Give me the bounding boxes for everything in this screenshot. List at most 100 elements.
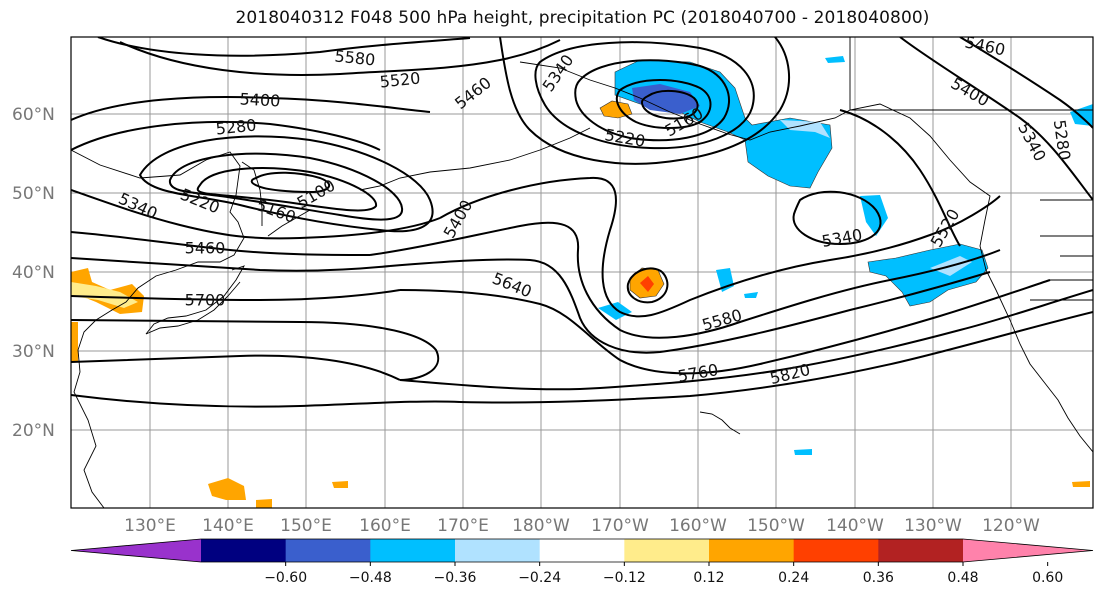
contour-ne-low-ring — [792, 190, 882, 246]
contour-alaska-outer — [499, 37, 791, 165]
lon-label: 160°E — [359, 516, 411, 536]
contour-label: 5280 — [215, 115, 257, 138]
lat-label: 50°N — [12, 184, 55, 204]
contour-ne-ridge-2 — [959, 37, 1093, 129]
contour-label: 5400 — [239, 89, 281, 110]
contour-low-ring-3 — [196, 167, 378, 212]
colorbar-tick-label: 0.48 — [947, 570, 978, 586]
contour-mid-closed-low — [626, 267, 669, 304]
lon-label: 120°W — [982, 516, 1040, 536]
contour-5760-west — [71, 319, 440, 381]
contour-ne-ridge-1 — [899, 37, 1093, 201]
contour-mid-trough-1 — [439, 176, 1001, 318]
precip-positive-small-3 — [1072, 481, 1090, 487]
precip-negative-bering — [825, 56, 845, 63]
precip-strong-positive — [640, 276, 654, 292]
coast-japan — [145, 265, 245, 335]
colorbar-segment — [624, 539, 710, 562]
map-frame — [70, 36, 1094, 509]
precip-negative-pnw — [1070, 104, 1093, 126]
lat-label: 40°N — [12, 263, 55, 283]
contour-5280-ring — [71, 121, 381, 151]
coast-hawaii — [699, 411, 741, 435]
coast-aleutians — [359, 127, 591, 191]
colorbar-segment — [201, 539, 287, 562]
precip-positive-west-1 — [71, 322, 78, 362]
colorbar-tick-label: 0.24 — [778, 570, 809, 586]
colorbar-tick-label: −0.60 — [264, 570, 307, 586]
lon-label: 180°W — [512, 516, 570, 536]
contour-5700 — [71, 289, 401, 302]
colorbar-tick-label: 0.60 — [1032, 570, 1063, 586]
contour-mid-trough-3 — [389, 258, 991, 354]
colorbar-outline — [70, 538, 1094, 563]
lat-label: 60°N — [12, 105, 55, 125]
precip-negative-small-3 — [744, 292, 758, 298]
precip-light-positive-asia — [71, 282, 138, 308]
colorbar-segment — [709, 539, 795, 562]
lon-label: 140°W — [826, 516, 884, 536]
contour-ne-arc — [839, 109, 961, 247]
contour-5820-west — [71, 354, 401, 381]
lat-label: 30°N — [12, 342, 55, 362]
borders-na — [1030, 199, 1093, 301]
contour-outer-north — [97, 37, 471, 57]
colorbar-tick-label: 0.12 — [693, 570, 724, 586]
contour-label: 5700 — [185, 291, 226, 310]
contour-low-core — [250, 171, 331, 194]
contour-subtropic — [71, 394, 461, 408]
precip-negative-small-4 — [794, 449, 812, 455]
precip-light-negative — [780, 120, 830, 138]
contour-5340 — [71, 189, 441, 240]
lon-label: 170°E — [437, 516, 489, 536]
precip-strong-negative — [632, 84, 700, 114]
lon-label: 130°W — [904, 516, 962, 536]
latitude-labels: 60°N 50°N 40°N 30°N 20°N — [12, 105, 55, 441]
colorbar-tick-label: 0.36 — [863, 570, 894, 586]
colorbar-segment — [539, 539, 625, 562]
contour-alaska-5160 — [615, 79, 712, 129]
contour-5460 — [71, 231, 371, 256]
coast-east-asia — [71, 149, 245, 508]
map-title: 2018040312 F048 500 hPa height, precipit… — [235, 8, 930, 28]
colorbar-tick-label: −0.48 — [349, 570, 392, 586]
colorbar-segment — [285, 539, 371, 562]
colorbar-extend-high — [963, 539, 1093, 562]
contour-label: 5460 — [185, 239, 226, 258]
contour-label: 5520 — [379, 68, 421, 91]
lon-label: 160°W — [669, 516, 727, 536]
colorbar-segment — [370, 539, 456, 562]
colorbar-tick-label: −0.24 — [518, 570, 561, 586]
precip-positive-small-2 — [256, 499, 272, 508]
lon-label: 170°W — [591, 516, 649, 536]
coast-alaska — [519, 61, 1093, 453]
lon-label: 130°E — [124, 516, 176, 536]
lon-label: 140°E — [202, 516, 254, 536]
coast-alaska-north — [849, 37, 1093, 111]
contour-alaska-5220 — [574, 59, 730, 142]
contour-5400-ring — [71, 96, 431, 121]
colorbar-tick-label: −0.36 — [434, 570, 477, 586]
lat-label: 20°N — [12, 421, 55, 441]
longitude-labels: 130°E 140°E 150°E 160°E 170°E 180°W 170°… — [124, 516, 1040, 536]
contour-5520-north — [119, 39, 561, 76]
colorbar: −0.60 −0.48 −0.36 −0.24 −0.12 0.12 0.24 0.36 0.4… — [70, 538, 1094, 586]
lon-label: 150°W — [747, 516, 805, 536]
contour-5820 — [459, 311, 1093, 404]
contour-mid-trough-2 — [369, 221, 1001, 339]
colorbar-extend-low — [71, 539, 201, 562]
colorbar-tick-label: −0.12 — [603, 570, 646, 586]
lon-label: 150°E — [280, 516, 332, 536]
contour-alaska-core — [640, 90, 699, 120]
contour-alaska-5340 — [534, 41, 755, 150]
coastlines — [71, 37, 1093, 508]
precip-negative-small-2 — [598, 302, 632, 320]
graticule — [71, 37, 1093, 508]
colorbar-segment — [455, 539, 541, 562]
contour-5580-west — [71, 257, 391, 272]
precip-positive-small-1 — [332, 481, 348, 488]
coast-kuril — [267, 209, 311, 237]
contour-label: 5580 — [334, 46, 376, 69]
contour-mid-trough-4 — [399, 279, 1051, 375]
